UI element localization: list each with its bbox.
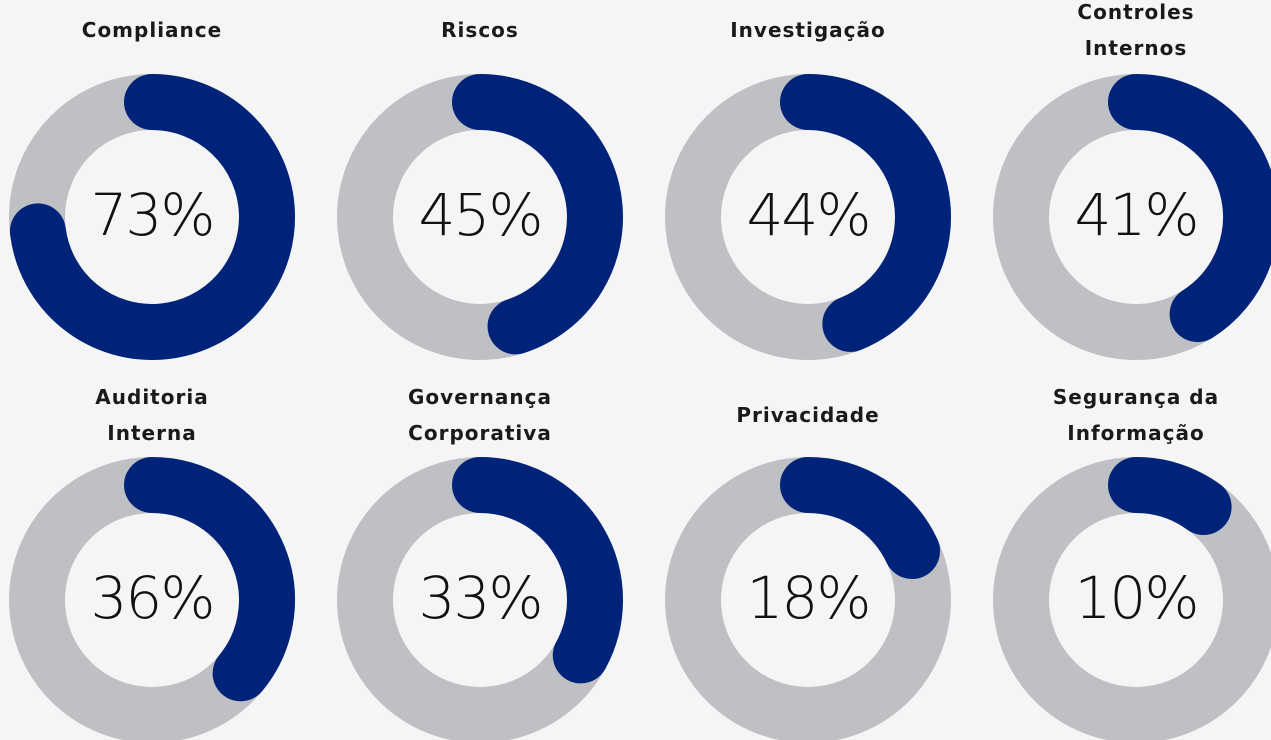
value-label: 73% [91, 181, 214, 249]
value-label: 41% [1075, 181, 1198, 249]
donut-arc [452, 74, 623, 355]
value-label: 45% [419, 181, 542, 249]
donut-arc [1108, 457, 1232, 535]
chart-title: Controles Internos [1077, 0, 1195, 60]
value-label: 33% [419, 564, 542, 632]
donut-arc [452, 457, 623, 684]
chart-title: Auditoria Interna [95, 385, 209, 445]
chart-title: Compliance [81, 18, 223, 42]
donut-arc [124, 457, 295, 702]
chart-title: Governança Corporativa [408, 385, 552, 445]
value-label: 10% [1075, 564, 1198, 632]
donut-arc [9, 74, 295, 360]
chart-title: Privacidade [736, 403, 880, 427]
chart-title: Investigação [730, 18, 886, 42]
chart-title: Segurança da Informação [1052, 385, 1220, 445]
value-label: 44% [747, 181, 870, 249]
donut-arc [1108, 74, 1271, 343]
value-label: 18% [747, 564, 870, 632]
donut-arc [780, 457, 941, 580]
donut-arc [780, 74, 951, 352]
value-label: 36% [91, 564, 214, 632]
chart-title: Riscos [441, 18, 519, 42]
